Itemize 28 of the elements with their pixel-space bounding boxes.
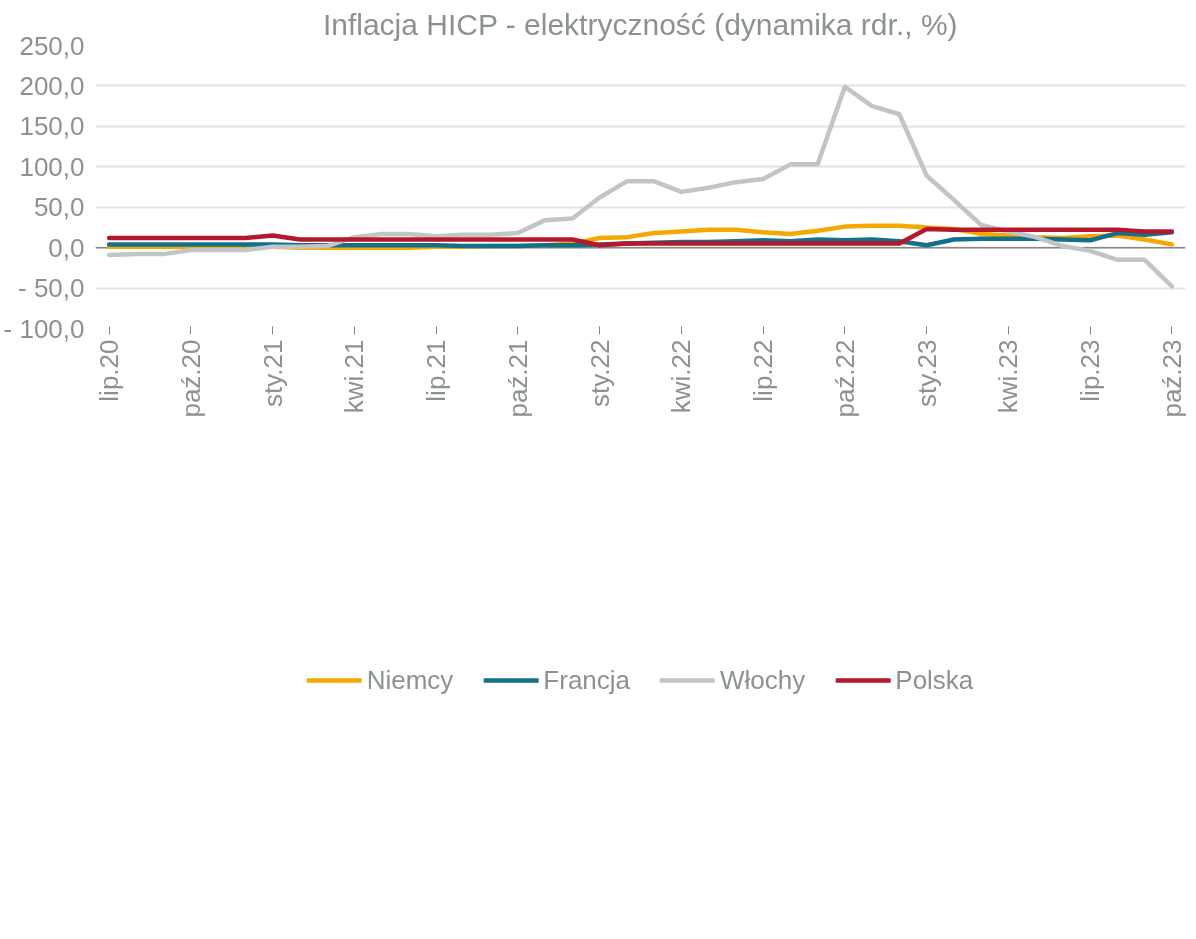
x-tick-label: paź.21 bbox=[502, 339, 533, 418]
y-tick-label: 100,0 bbox=[19, 151, 85, 182]
x-tick-label: lip.20 bbox=[94, 339, 125, 402]
y-tick-label: 0,0 bbox=[48, 232, 85, 263]
x-tick-label: sty.22 bbox=[584, 339, 615, 407]
y-tick-label: 200,0 bbox=[19, 70, 85, 101]
x-tick-label: paź.23 bbox=[1156, 339, 1187, 418]
legend-label: Niemcy bbox=[366, 664, 454, 696]
y-tick-label: - 100,0 bbox=[3, 313, 85, 344]
x-tick-label: paź.22 bbox=[829, 339, 860, 418]
y-tick-label: - 50,0 bbox=[18, 273, 85, 304]
x-tick-label: kwi.21 bbox=[339, 339, 370, 414]
legend-label: Polska bbox=[895, 664, 974, 696]
x-tick-label: lip.23 bbox=[1075, 339, 1106, 402]
x-tick-label: lip.21 bbox=[421, 339, 452, 402]
legend-label: Włochy bbox=[720, 664, 806, 696]
x-tick-label: kwi.23 bbox=[993, 339, 1024, 414]
x-tick-label: lip.22 bbox=[748, 339, 779, 402]
x-tick-label: paź.20 bbox=[175, 339, 206, 418]
x-tick-label: kwi.22 bbox=[666, 339, 697, 414]
legend-label: Francja bbox=[543, 664, 631, 696]
line-series bbox=[106, 84, 1175, 289]
y-tick-label: 50,0 bbox=[33, 192, 85, 223]
x-tick-label: sty.21 bbox=[257, 339, 288, 407]
chart-title: Inflacja HICP - elektryczność (dynamika rdr., %) bbox=[322, 7, 958, 41]
x-tick-label: sty.23 bbox=[911, 339, 942, 407]
y-tick-label: 250,0 bbox=[19, 30, 85, 61]
y-tick-label: 150,0 bbox=[19, 111, 85, 142]
